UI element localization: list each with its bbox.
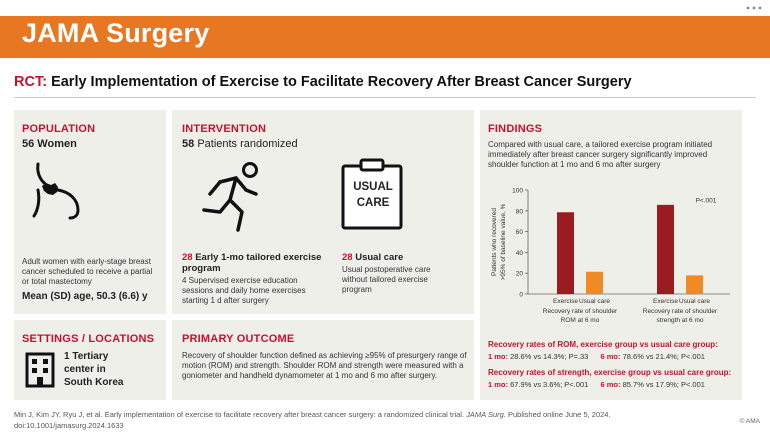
settings-heading: SETTINGS / LOCATIONS: [22, 333, 155, 345]
settings-line-1: 1 Tertiary: [64, 351, 109, 362]
findings-bar-chart: 0 20 40 60 80 100 Patients who recovered >95% o…: [491, 188, 730, 324]
citation: Min J, Kim JY, Ryu J, et al. Early imple…: [14, 409, 611, 431]
rom-6mo-values: 78.6% vs 21.4%; P<.001: [622, 352, 705, 361]
rom-6mo-label: 6 mo:: [600, 352, 621, 361]
y-axis-label-line-2: >95% of baseline value, %: [500, 203, 507, 280]
bar-usual-care: [686, 275, 703, 294]
bar-exercise: [557, 212, 574, 294]
y-tick-label: 20: [516, 271, 524, 278]
y-tick-label: 80: [516, 208, 524, 215]
bar-label: Exercise: [653, 298, 678, 305]
randomized-count: 58: [182, 138, 195, 150]
intervention-panel: [172, 110, 474, 314]
arm2-count: 28: [342, 252, 353, 263]
arm1-title: 28 Early 1-mo tailored exercise program: [182, 252, 322, 274]
population-count: 56 Women: [22, 138, 77, 150]
population-age: Mean (SD) age, 50.3 (6.6) y: [22, 291, 148, 302]
bar-label: Usual care: [679, 298, 710, 305]
primary-outcome-panel: [172, 320, 474, 400]
findings-heading: FINDINGS: [488, 123, 543, 135]
str-1mo-label: 1 mo:: [488, 380, 509, 389]
group-label-line-1: Recovery rate of shoulder: [543, 308, 618, 315]
str-6mo-label: 6 mo:: [600, 380, 621, 389]
intervention-heading: INTERVENTION: [182, 123, 267, 135]
arm2-title-text: Usual care: [355, 252, 404, 263]
group-label-line-2: ROM at 6 mo: [561, 317, 600, 324]
citation-journal: JAMA Surg.: [466, 410, 506, 419]
findings-summary: Compared with usual care, a tailored exe…: [488, 140, 713, 169]
rom-heading: Recovery rates of ROM, exercise group vs…: [488, 340, 718, 349]
arm1-title-text: Early 1-mo tailored exercise program: [182, 252, 322, 274]
p-value-annotation: P<.001: [696, 197, 717, 204]
findings-panel: [480, 110, 742, 400]
y-tick-label: 60: [516, 229, 524, 236]
settings-line-3: South Korea: [64, 377, 124, 388]
clipboard-icon: [341, 158, 403, 230]
bar-label: Exercise: [553, 298, 578, 305]
rom-1mo-label: 1 mo:: [488, 352, 509, 361]
arm2-description: Usual postoperative care without tailore…: [342, 265, 431, 294]
arm2-title: 28 Usual care: [342, 252, 462, 263]
y-axis-label-line-1: Patients who recovered: [491, 208, 498, 276]
copyright: © AMA: [739, 418, 760, 425]
journal-header: [0, 16, 770, 58]
group-label-line-1: Recovery rate of shoulder: [643, 308, 718, 315]
clipboard-text-2: CARE: [356, 197, 390, 209]
randomized-label: Patients randomized: [197, 138, 298, 150]
primary-outcome-text: Recovery of shoulder function defined as…: [182, 351, 467, 380]
settings-line-2: center in: [64, 364, 106, 375]
building-icon: [25, 352, 55, 388]
arm1-description: 4 Supervised exercise education sessions…: [182, 276, 306, 305]
bar-label: Usual care: [579, 298, 610, 305]
y-tick-label: 40: [516, 250, 524, 257]
citation-text: Min J, Kim JY, Ryu J, et al. Early imple…: [14, 410, 465, 419]
citation-published: Published online June 5, 2024.: [507, 410, 611, 419]
study-headline: RCT: Early Implementation of Exercise to…: [14, 74, 632, 90]
str-6mo-values: 85.7% vs 17.9%; P<.001: [622, 380, 705, 389]
group-label-line-2: strength at 6 mo: [657, 317, 704, 324]
running-person-icon: [202, 162, 258, 232]
study-title: Early Implementation of Exercise to Faci…: [51, 74, 632, 90]
journal-title: JAMA Surgery: [22, 18, 210, 48]
rom-1mo-values: 28.6% vs 14.3%; P=.33: [510, 352, 589, 361]
clipboard-text-1: USUAL: [353, 181, 393, 193]
str-1mo-values: 67.9% vs 3.6%; P<.001: [510, 380, 589, 389]
study-type-label: RCT:: [14, 74, 48, 90]
population-panel: [14, 110, 166, 314]
y-tick-label: 100: [512, 188, 523, 195]
strength-heading: Recovery rates of strength, exercise gro…: [488, 368, 732, 377]
y-tick-label: 0: [519, 292, 523, 299]
strength-values: 1 mo: 67.9% vs 3.6%; P<.001 6 mo: 85.7% …: [488, 380, 705, 389]
primary-outcome-heading: PRIMARY OUTCOME: [182, 333, 295, 345]
population-description: Adult women with early-stage breast canc…: [22, 257, 153, 286]
rom-values: 1 mo: 28.6% vs 14.3%; P=.33 6 mo: 78.6% …: [488, 352, 705, 361]
arm1-count: 28: [182, 252, 193, 263]
randomized-line: 58 Patients randomized: [182, 138, 298, 150]
population-heading: POPULATION: [22, 123, 96, 135]
divider: [14, 97, 756, 98]
citation-doi[interactable]: doi:10.1001/jamasurg.2024.1633: [14, 421, 124, 430]
breast-icon: [32, 162, 80, 220]
bar-usual-care: [586, 271, 603, 294]
window-top-bar: [0, 0, 770, 16]
more-icon[interactable]: [744, 3, 764, 13]
bar-exercise: [657, 204, 674, 294]
